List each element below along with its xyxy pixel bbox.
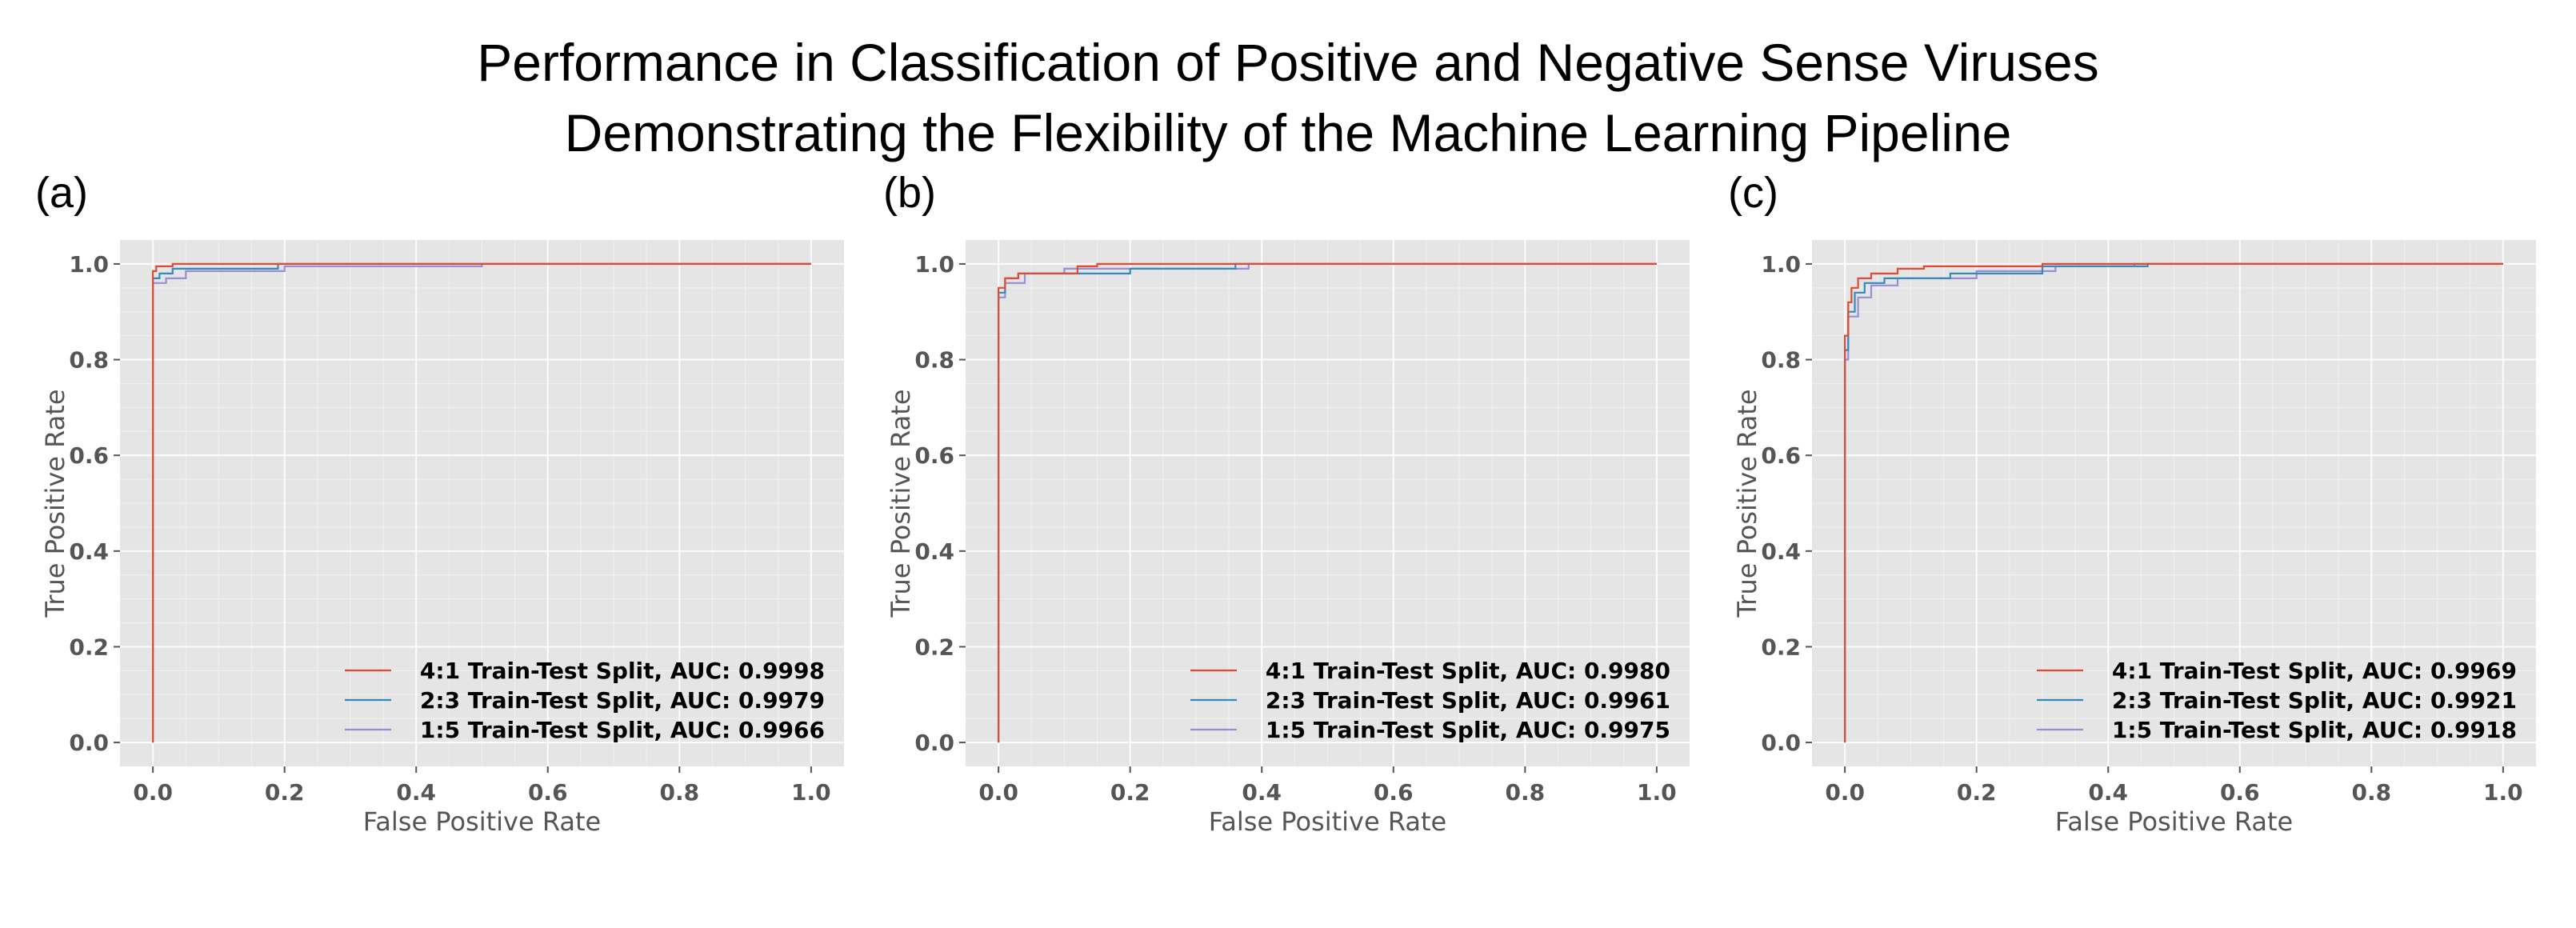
y-tick-label: 0.8: [914, 347, 954, 374]
y-axis-label: True Positive Rate: [40, 389, 70, 618]
legend-entry: 1:5 Train-Test Split, AUC: 0.9918: [2112, 717, 2517, 743]
x-tick-label: 1.0: [791, 779, 831, 806]
x-tick-label: 0.8: [1506, 779, 1546, 806]
x-tick-label: 0.2: [1110, 779, 1150, 806]
roc-curve-series-3: [152, 262, 811, 743]
x-axis-label: False Positive Rate: [363, 806, 601, 837]
x-tick-label: 0.4: [396, 779, 436, 806]
x-axis-label: False Positive Rate: [2055, 806, 2293, 837]
x-tick-label: 0.4: [1242, 779, 1282, 806]
y-tick-label: 1.0: [914, 251, 954, 278]
legend-entry: 2:3 Train-Test Split, AUC: 0.9961: [1266, 687, 1670, 714]
roc-curve-series-1: [1844, 262, 2503, 743]
y-tick-label: 0.0: [1761, 730, 1801, 756]
y-tick-label: 0.2: [914, 634, 954, 660]
figure-title: Performance in Classification of Positiv…: [0, 27, 2576, 168]
legend-entry: 2:3 Train-Test Split, AUC: 0.9979: [420, 687, 825, 714]
y-tick-label: 0.4: [1761, 538, 1801, 565]
roc-curve-series-2: [152, 262, 811, 743]
y-tick-label: 0.8: [1761, 347, 1801, 374]
x-tick-label: 0.0: [1825, 779, 1865, 806]
figure-title-line-2: Demonstrating the Flexibility of the Mac…: [564, 103, 2012, 162]
legend-entry: 4:1 Train-Test Split, AUC: 0.9980: [1266, 658, 1670, 684]
y-axis-label: True Positive Rate: [1732, 389, 1762, 618]
legend-entry: 4:1 Train-Test Split, AUC: 0.9998: [420, 658, 825, 684]
y-tick-label: 1.0: [69, 251, 109, 278]
panel-label-c: (c): [1728, 169, 1778, 217]
x-tick-label: 0.2: [1957, 779, 1997, 806]
plot-area: [966, 240, 1690, 766]
legend-entry: 1:5 Train-Test Split, AUC: 0.9966: [420, 717, 825, 743]
roc-panel-b: 0.0 0.2 0.4 0.6 0.8 1.0 0.0 0.2 0.4 0.6 0.8 1.0 Fals…: [886, 240, 1690, 837]
x-tick-label: 0.8: [2352, 779, 2392, 806]
x-axis-label: False Positive Rate: [1209, 806, 1446, 837]
x-tick-label: 1.0: [1637, 779, 1677, 806]
x-tick-label: 0.2: [265, 779, 305, 806]
legend-entry: 4:1 Train-Test Split, AUC: 0.9969: [2112, 658, 2517, 684]
x-tick-label: 0.8: [660, 779, 700, 806]
y-tick-label: 1.0: [1761, 251, 1801, 278]
legend-entry: 2:3 Train-Test Split, AUC: 0.9921: [2112, 687, 2517, 714]
x-tick-label: 1.0: [2483, 779, 2523, 806]
y-tick-label: 0.6: [914, 442, 954, 469]
y-tick-label: 0.2: [69, 634, 109, 660]
x-tick-label: 0.6: [528, 779, 568, 806]
panel-label-a: (a): [35, 169, 88, 217]
y-tick-label: 0.6: [69, 442, 109, 469]
x-tick-label: 0.6: [2220, 779, 2260, 806]
roc-curve-series-1: [997, 262, 1657, 743]
y-tick-label: 0.0: [914, 730, 954, 756]
roc-panel-c: 0.0 0.2 0.4 0.6 0.8 1.0 0.0 0.2 0.4 0.6 0.8 1.0 Fals…: [1732, 240, 2536, 837]
y-tick-label: 0.2: [1761, 634, 1801, 660]
y-axis-label: True Positive Rate: [886, 389, 916, 618]
y-tick-label: 0.4: [914, 538, 954, 565]
legend-entry: 1:5 Train-Test Split, AUC: 0.9975: [1266, 717, 1670, 743]
plot-area: [1812, 240, 2536, 766]
x-tick-label: 0.6: [1374, 779, 1414, 806]
y-tick-label: 0.4: [69, 538, 109, 565]
roc-panel-a: 0.0 0.2 0.4 0.6 0.8 1.0 0.0 0.2 0.4 0.6 0.8 1.0 Fals…: [40, 240, 844, 837]
y-tick-label: 0.8: [69, 347, 109, 374]
x-tick-label: 0.4: [2088, 779, 2128, 806]
panel-label-b: (b): [883, 169, 936, 217]
y-tick-label: 0.0: [69, 730, 109, 756]
plot-area: [120, 240, 844, 766]
y-tick-label: 0.6: [1761, 442, 1801, 469]
x-tick-label: 0.0: [133, 779, 173, 806]
figure-title-line-1: Performance in Classification of Positiv…: [477, 33, 2099, 92]
x-tick-label: 0.0: [978, 779, 1018, 806]
roc-curve-series-1: [152, 262, 811, 743]
